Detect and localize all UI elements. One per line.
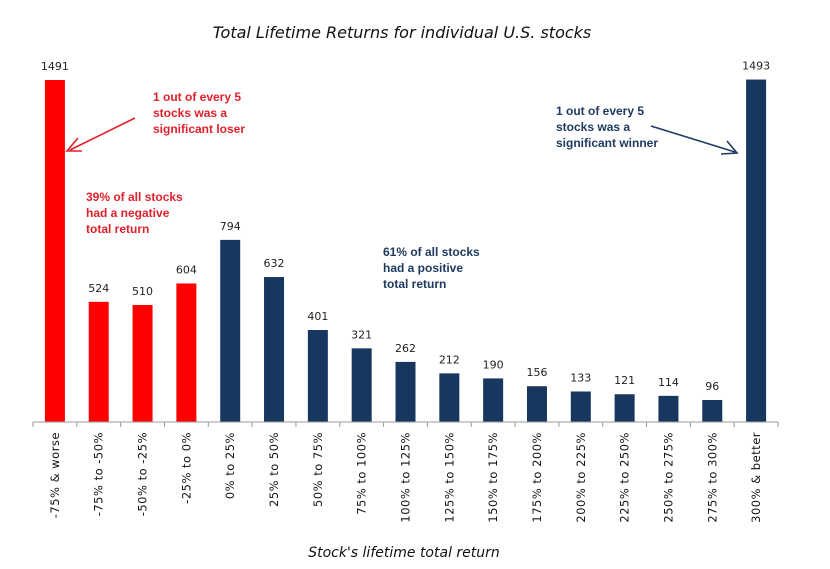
bar: [658, 395, 679, 422]
x-tick-label: -25% to 0%: [179, 432, 193, 504]
x-tick-label: 125% to 150%: [442, 432, 456, 523]
bars: 1491 524 510 604 794 632 401 321 262 212 190 156 133…: [41, 60, 770, 422]
bar: [570, 391, 591, 422]
annotation-line: significant loser: [153, 122, 245, 136]
x-tick-label: 75% to 100%: [355, 432, 369, 515]
data-label: 524: [88, 282, 109, 295]
bar: [220, 239, 241, 422]
x-tick-label: 150% to 175%: [486, 432, 500, 523]
x-tick-label: -50% to -25%: [136, 432, 150, 516]
data-label: 321: [351, 328, 372, 341]
data-label: 190: [483, 358, 504, 371]
data-label: 212: [439, 353, 460, 366]
chart-title: Total Lifetime Returns for individual U.…: [213, 23, 592, 42]
bar: [176, 283, 197, 422]
bar: [44, 80, 65, 422]
annotation-line: significant winner: [556, 136, 658, 150]
x-ticks: -75% & worse -75% to -50% -50% to -25% -25%…: [32, 422, 779, 523]
annotation-loser: 1 out of every 5 stocks was a significant …: [153, 90, 245, 136]
x-tick-label: 0% to 25%: [223, 432, 237, 499]
annotation-line: stocks was a: [556, 120, 630, 134]
bar: [439, 373, 460, 422]
data-label: 262: [395, 342, 416, 355]
bar: [483, 378, 504, 422]
bar: [395, 361, 416, 422]
data-label: 604: [176, 263, 197, 276]
data-label: 156: [526, 366, 547, 379]
bar: [746, 79, 767, 422]
data-label: 121: [614, 374, 635, 387]
x-tick-label: 225% to 250%: [618, 432, 632, 523]
annotation-winner: 1 out of every 5 stocks was a significant …: [556, 104, 658, 150]
x-tick-label: 100% to 125%: [399, 432, 413, 523]
data-label: 1493: [742, 60, 770, 73]
annotation-line: had a negative: [86, 206, 170, 220]
data-label: 133: [570, 371, 591, 384]
annotation-negative: 39% of all stocks had a negative total ret…: [86, 190, 183, 236]
annotation-line: 1 out of every 5: [556, 104, 644, 118]
annotation-line: 1 out of every 5: [153, 90, 241, 104]
x-tick-label: 200% to 225%: [574, 432, 588, 523]
x-tick-label: -75% to -50%: [92, 432, 106, 516]
x-tick-label: 250% to 275%: [661, 432, 675, 523]
annotation-line: stocks was a: [153, 106, 227, 120]
x-axis-label: Stock's lifetime total return: [308, 545, 500, 561]
bar: [132, 305, 153, 422]
data-label: 114: [658, 376, 679, 389]
annotation-positive: 61% of all stocks had a positive total ret…: [383, 245, 480, 291]
bar: [307, 330, 328, 422]
x-tick-label: 25% to 50%: [267, 432, 281, 507]
winner-arrow: [650, 125, 739, 155]
annotation-line: had a positive: [383, 261, 463, 275]
data-label: 96: [705, 380, 719, 393]
bar: [614, 394, 635, 422]
bar: [88, 301, 109, 422]
loser-arrow: [65, 117, 136, 152]
bar: [702, 399, 723, 422]
x-tick-label: 300% & better: [749, 432, 763, 523]
annotation-line: 61% of all stocks: [383, 245, 480, 259]
data-label: 401: [307, 310, 328, 323]
x-tick-label: 175% to 200%: [530, 432, 544, 523]
bar: [351, 348, 372, 422]
x-tick-label: -75% & worse: [48, 432, 62, 518]
x-tick-label: 50% to 75%: [311, 432, 325, 507]
bar: [264, 277, 285, 422]
data-label: 794: [220, 220, 241, 233]
data-label: 1491: [41, 60, 69, 73]
bar: [526, 386, 547, 422]
data-label: 632: [264, 257, 285, 270]
annotation-line: total return: [383, 277, 446, 291]
data-label: 510: [132, 285, 153, 298]
annotation-line: total return: [86, 222, 149, 236]
x-tick-label: 275% to 300%: [705, 432, 719, 523]
annotation-line: 39% of all stocks: [86, 190, 183, 204]
